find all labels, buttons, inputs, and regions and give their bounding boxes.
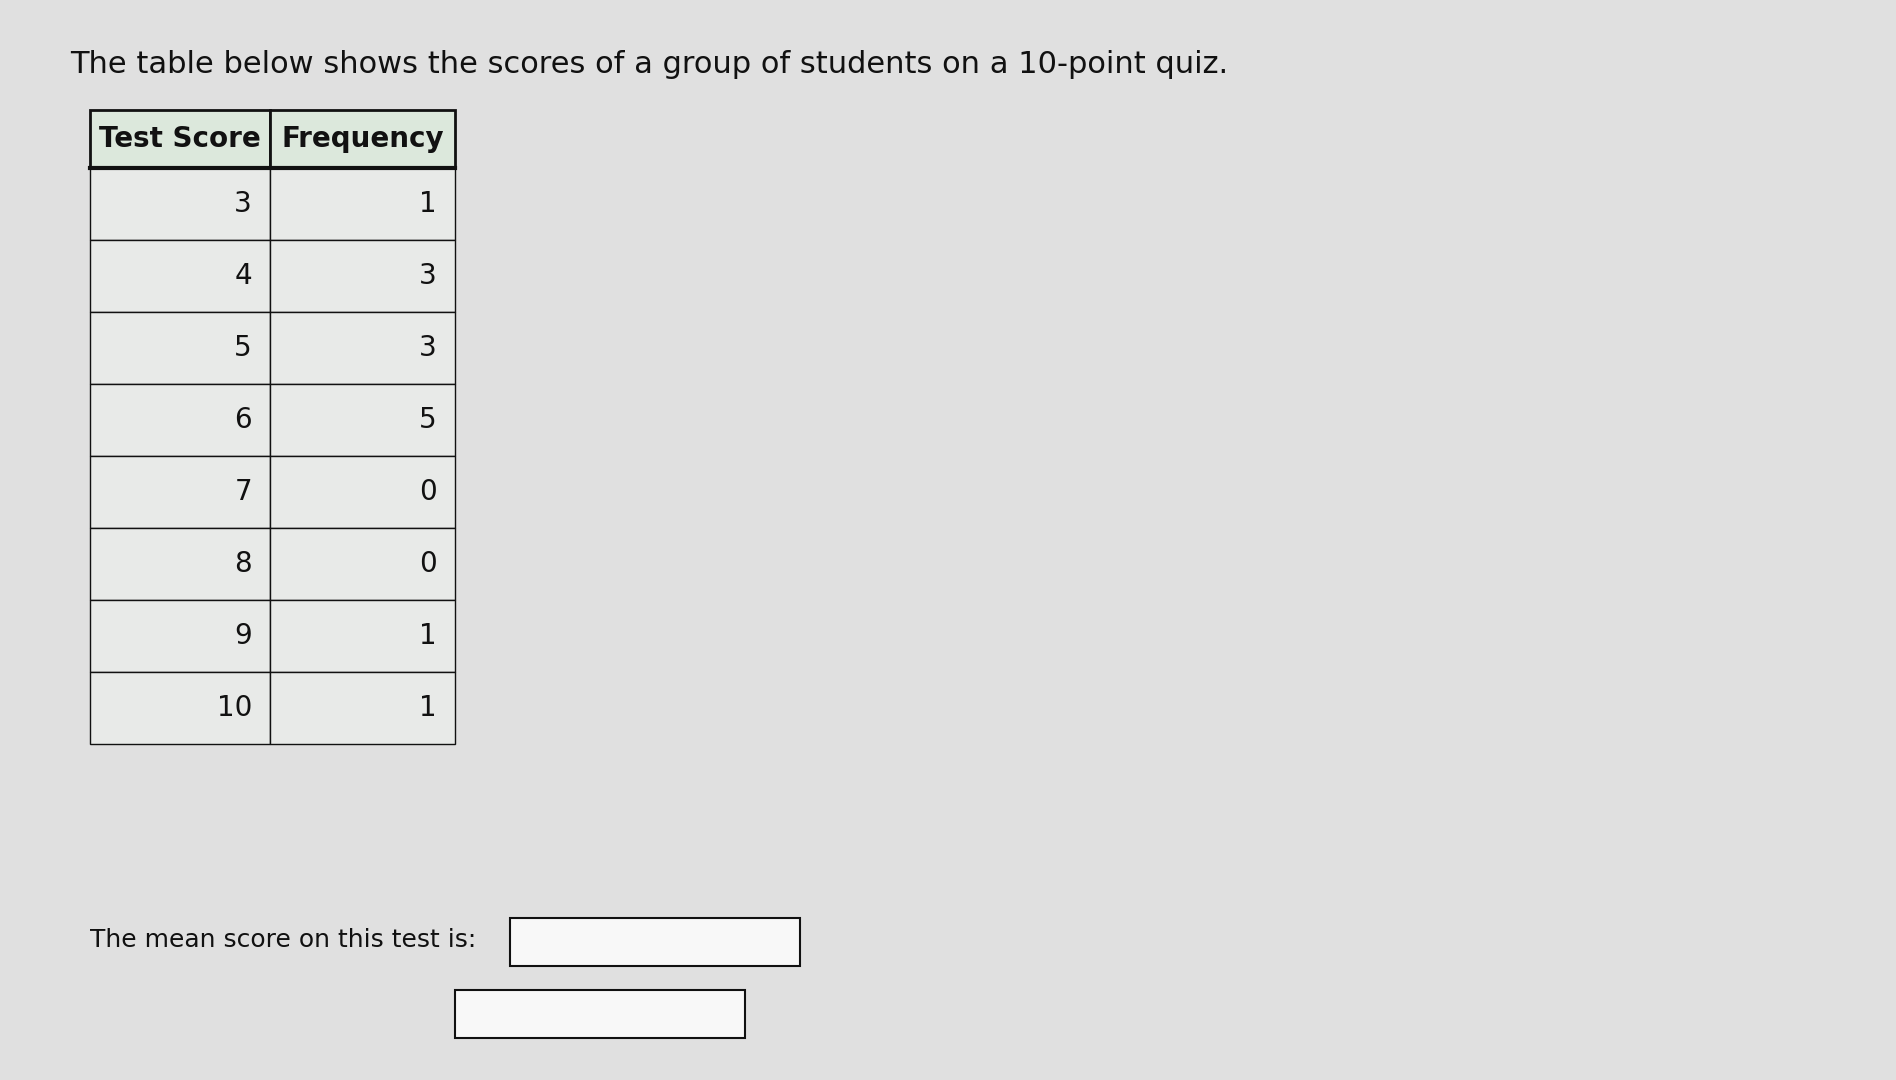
Text: 6: 6: [235, 406, 252, 434]
Text: 9: 9: [235, 622, 252, 650]
Text: The table below shows the scores of a group of students on a 10-point quiz.: The table below shows the scores of a gr…: [70, 50, 1229, 79]
Text: 7: 7: [235, 478, 252, 507]
Text: 1: 1: [419, 622, 436, 650]
Text: Test Score: Test Score: [99, 125, 262, 153]
Bar: [89, 110, 269, 168]
Bar: [269, 240, 455, 312]
Text: 8: 8: [235, 550, 252, 578]
Text: 5: 5: [235, 334, 252, 362]
Text: 3: 3: [419, 334, 436, 362]
Text: 5: 5: [419, 406, 436, 434]
Text: 1: 1: [419, 694, 436, 723]
Text: 0: 0: [419, 478, 436, 507]
Bar: [269, 110, 455, 168]
Text: 4: 4: [235, 262, 252, 291]
Bar: [269, 600, 455, 672]
Bar: [269, 672, 455, 744]
Bar: [269, 528, 455, 600]
Bar: [269, 384, 455, 456]
Bar: [89, 672, 269, 744]
Bar: [89, 528, 269, 600]
Text: 3: 3: [419, 262, 436, 291]
Bar: [89, 312, 269, 384]
Text: 0: 0: [419, 550, 436, 578]
Bar: [269, 456, 455, 528]
Bar: [89, 456, 269, 528]
Text: Frequency: Frequency: [281, 125, 444, 153]
Bar: [89, 384, 269, 456]
Bar: [89, 240, 269, 312]
Bar: [510, 918, 800, 966]
Bar: [269, 168, 455, 240]
Text: 3: 3: [235, 190, 252, 218]
Bar: [269, 312, 455, 384]
Bar: [89, 600, 269, 672]
Text: 10: 10: [216, 694, 252, 723]
Text: The mean score on this test is:: The mean score on this test is:: [89, 928, 476, 951]
Bar: [455, 990, 745, 1038]
Text: 1: 1: [419, 190, 436, 218]
Bar: [89, 168, 269, 240]
